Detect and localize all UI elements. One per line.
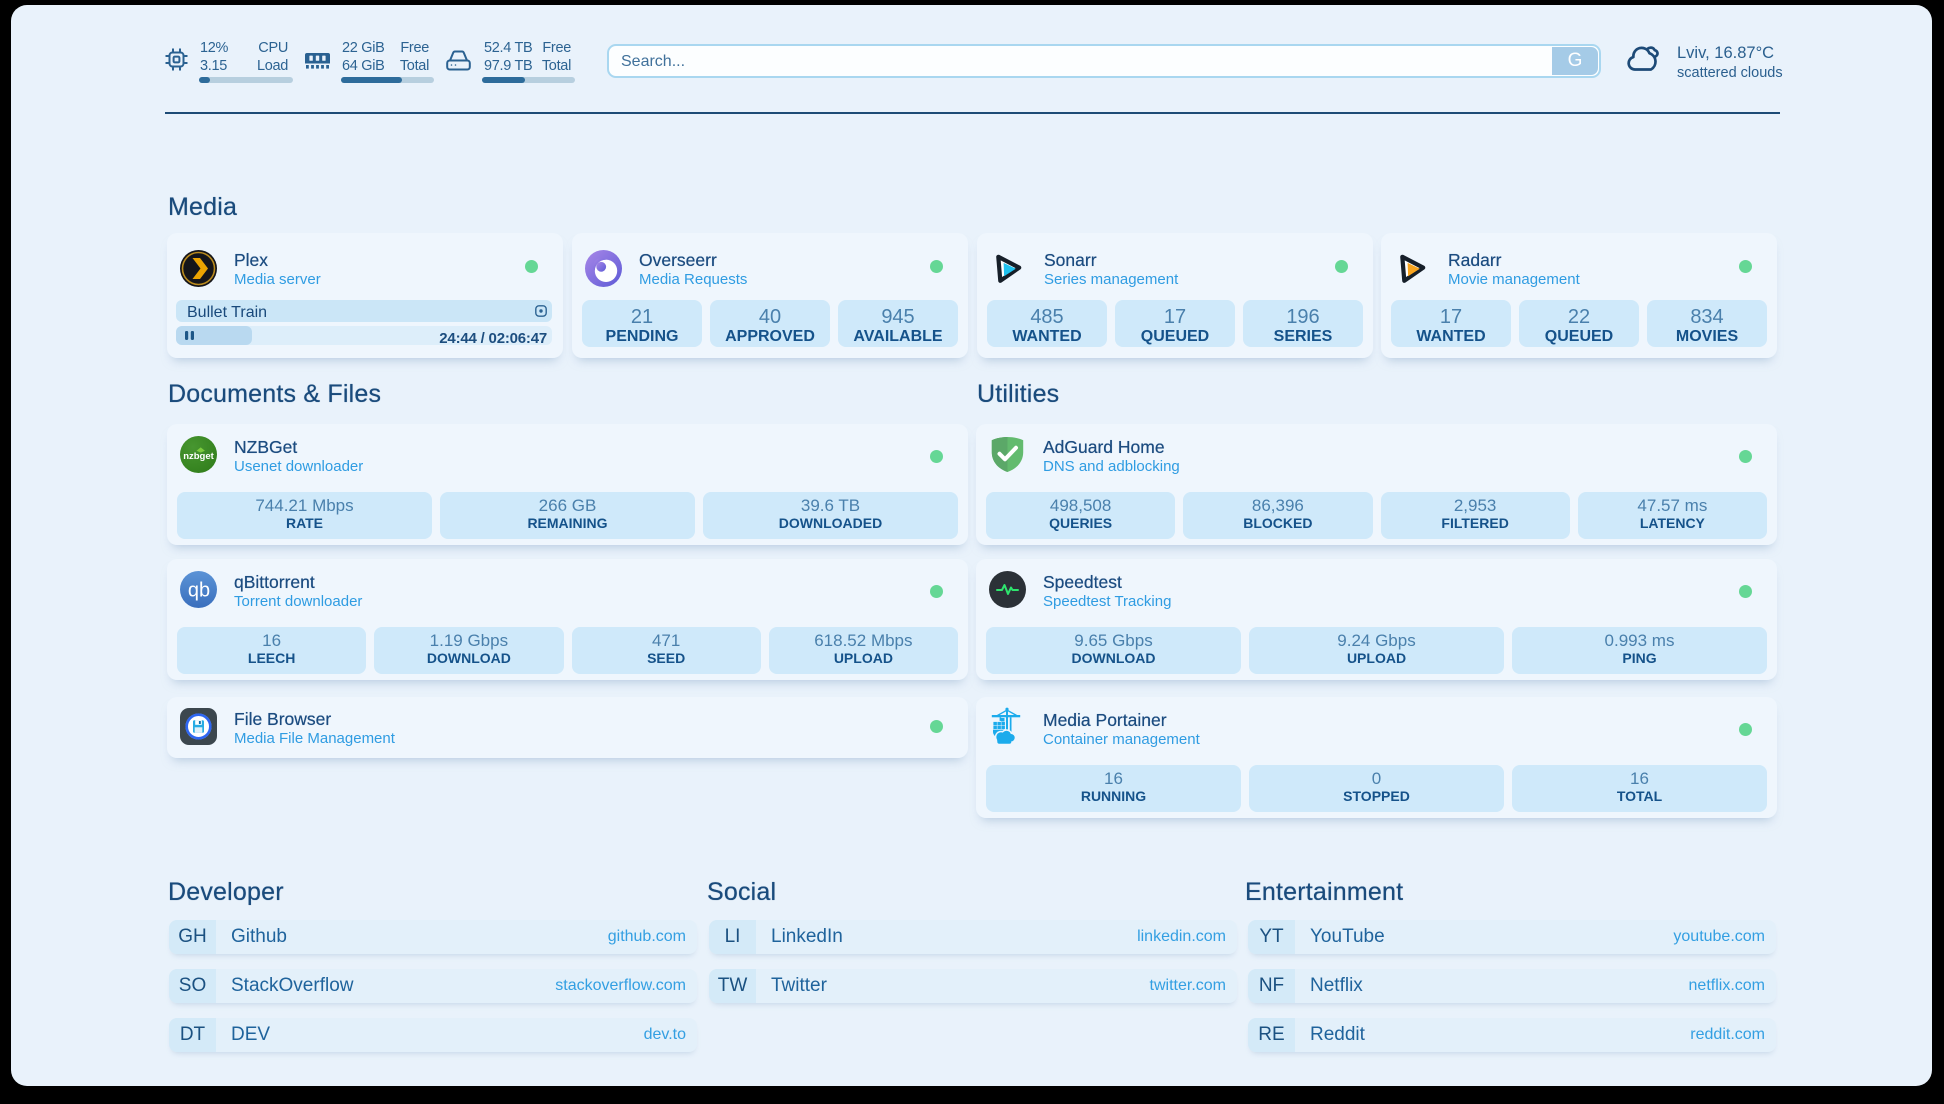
svg-text:nzbget: nzbget (183, 451, 214, 462)
svg-text:qb: qb (188, 580, 210, 602)
